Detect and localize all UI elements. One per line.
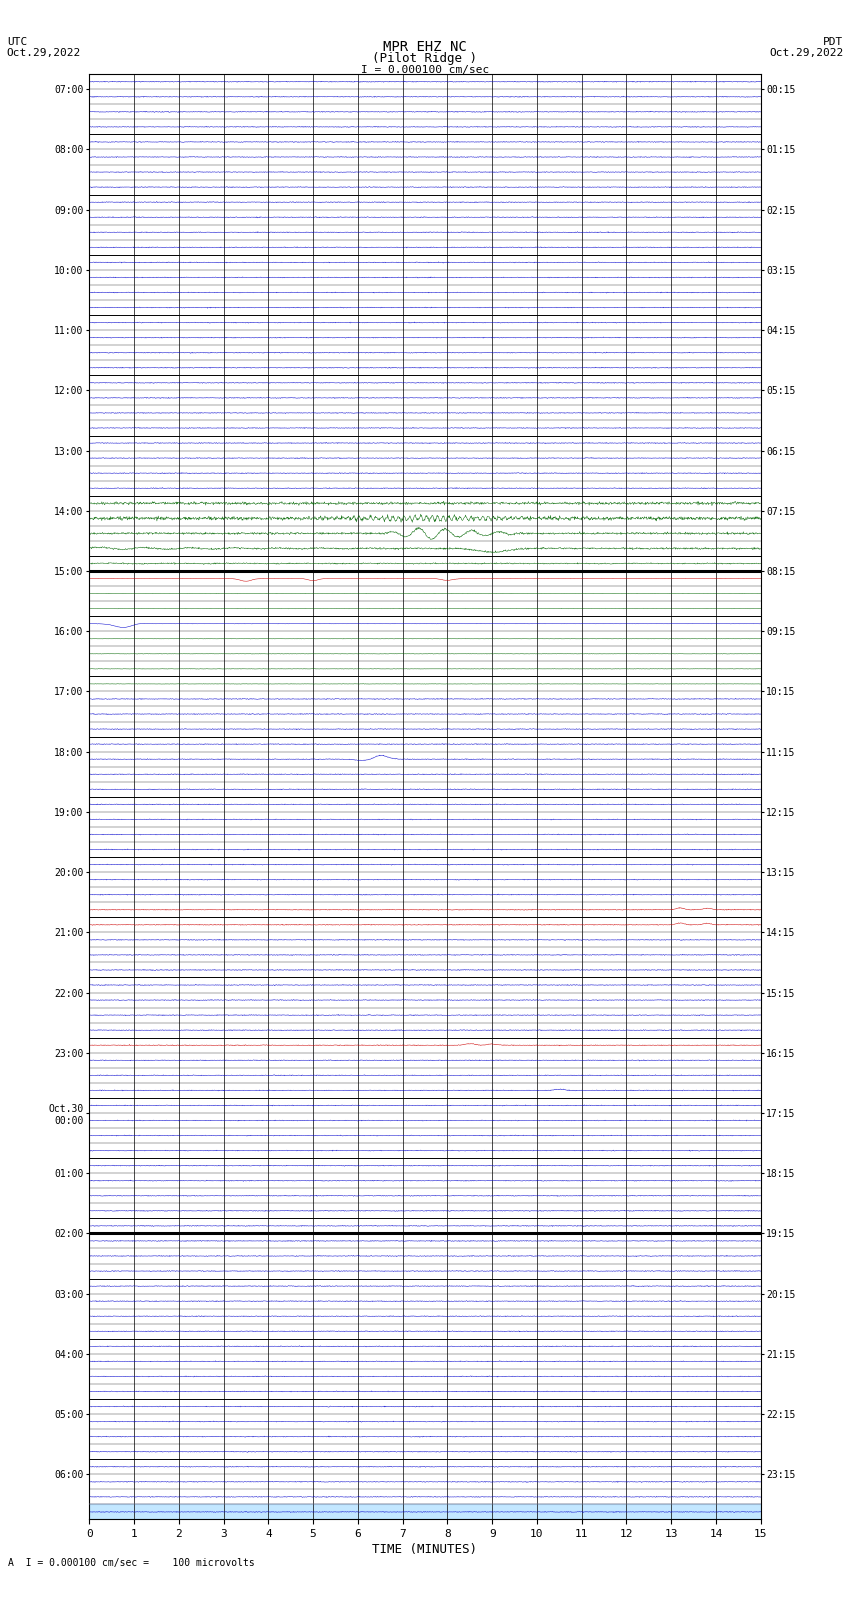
Text: Oct.29,2022: Oct.29,2022	[769, 48, 843, 58]
Text: MPR EHZ NC: MPR EHZ NC	[383, 39, 467, 53]
Text: A  I = 0.000100 cm/sec =    100 microvolts: A I = 0.000100 cm/sec = 100 microvolts	[8, 1558, 255, 1568]
Text: I = 0.000100 cm/sec: I = 0.000100 cm/sec	[361, 65, 489, 74]
X-axis label: TIME (MINUTES): TIME (MINUTES)	[372, 1544, 478, 1557]
Text: (Pilot Ridge ): (Pilot Ridge )	[372, 52, 478, 66]
Text: UTC: UTC	[7, 37, 27, 47]
Text: PDT: PDT	[823, 37, 843, 47]
Bar	[89, 1505, 761, 1519]
Text: Oct.29,2022: Oct.29,2022	[7, 48, 81, 58]
